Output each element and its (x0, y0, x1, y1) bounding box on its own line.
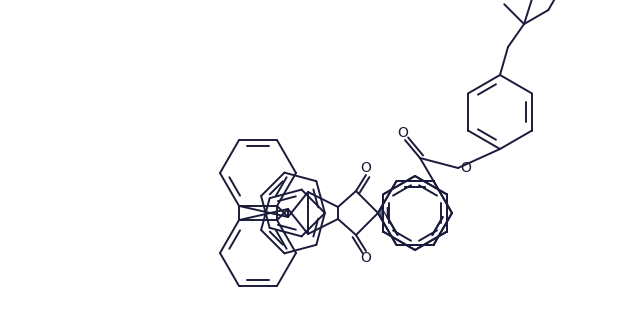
Text: O: O (361, 161, 372, 175)
Text: O: O (461, 161, 472, 175)
Text: O: O (361, 251, 372, 265)
Text: O: O (398, 126, 408, 140)
Text: N: N (379, 206, 389, 220)
